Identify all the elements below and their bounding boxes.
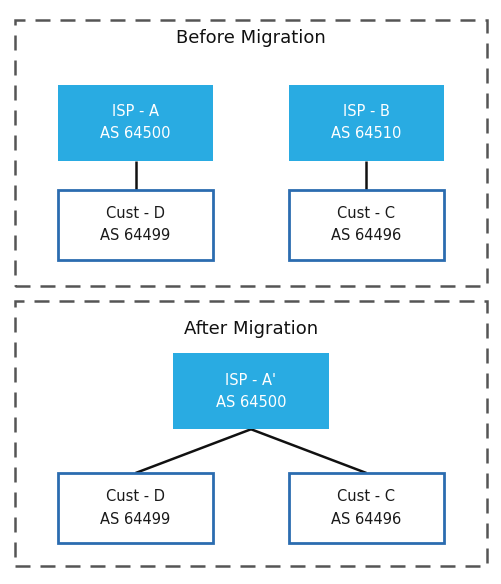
Text: Before Migration: Before Migration	[176, 29, 325, 47]
FancyBboxPatch shape	[288, 85, 443, 161]
Text: ISP - A
AS 64500: ISP - A AS 64500	[100, 104, 170, 141]
Text: Cust - C
AS 64496: Cust - C AS 64496	[331, 206, 401, 244]
Text: Cust - C
AS 64496: Cust - C AS 64496	[331, 489, 401, 527]
FancyBboxPatch shape	[58, 85, 213, 161]
FancyBboxPatch shape	[58, 190, 213, 260]
FancyBboxPatch shape	[58, 473, 213, 543]
Text: After Migration: After Migration	[183, 320, 318, 338]
Text: ISP - A'
AS 64500: ISP - A' AS 64500	[215, 373, 286, 410]
FancyBboxPatch shape	[288, 473, 443, 543]
Text: Cust - D
AS 64499: Cust - D AS 64499	[100, 489, 170, 527]
FancyBboxPatch shape	[173, 353, 328, 429]
Text: Cust - D
AS 64499: Cust - D AS 64499	[100, 206, 170, 244]
FancyBboxPatch shape	[288, 190, 443, 260]
Text: ISP - B
AS 64510: ISP - B AS 64510	[331, 104, 401, 141]
